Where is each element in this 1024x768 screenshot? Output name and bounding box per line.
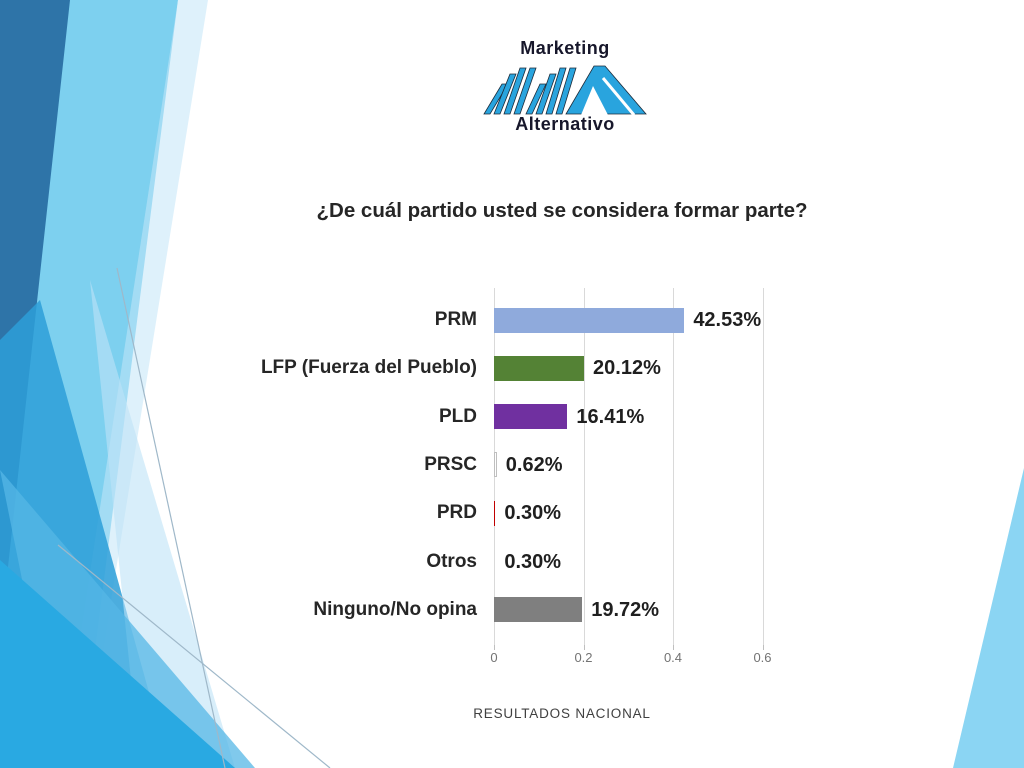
category-label: Otros <box>426 550 477 572</box>
bar-value-label: 0.30% <box>504 502 562 525</box>
axis-tick-mark <box>673 645 674 650</box>
chart-gridline <box>673 288 674 645</box>
bar-value-label: 20.12% <box>593 357 661 380</box>
axis-tick-mark <box>494 645 495 650</box>
bar <box>494 452 497 478</box>
category-label: Ninguno/No opina <box>313 598 477 620</box>
bar-value-label: 0.30% <box>504 550 562 573</box>
bar <box>494 549 496 574</box>
x-axis-tick-label: 0.4 <box>663 650 683 665</box>
x-axis-tick-label: 0.6 <box>753 650 772 665</box>
category-label: PRD <box>436 502 477 524</box>
ma-logo-mark-icon <box>483 65 647 116</box>
x-axis-tick-label: 0 <box>490 650 498 665</box>
axis-tick-mark <box>762 645 764 650</box>
category-label: LFP (Fuerza del Pueblo) <box>260 357 477 379</box>
axis-tick-mark <box>583 645 585 650</box>
chart-gridline <box>583 288 585 645</box>
right-accent-shape <box>953 468 1024 768</box>
bar-value-label: 42.53% <box>693 309 762 331</box>
bar-value-label: 19.72% <box>591 598 660 621</box>
logo: Marketing Alternativo <box>430 36 700 146</box>
bar <box>494 500 496 526</box>
bar <box>494 597 583 623</box>
x-axis-tick-label: 0.2 <box>574 650 593 665</box>
category-label: PRSC <box>424 453 477 475</box>
bar <box>494 307 685 333</box>
bar-value-label: 16.41% <box>576 405 645 428</box>
footer-caption: RESULTADOS NACIONAL <box>473 706 651 721</box>
chart-gridline <box>762 288 764 645</box>
logo-bottom-text: Alternativo <box>515 114 615 134</box>
category-label: PLD <box>439 405 477 427</box>
bar-value-label: 0.62% <box>505 453 563 476</box>
bar <box>494 404 568 430</box>
category-label: PRM <box>434 309 477 330</box>
bar <box>494 355 585 381</box>
left-accent-shapes <box>0 0 331 768</box>
logo-top-text: Marketing <box>520 38 610 58</box>
page-title: ¿De cuál partido usted se considera form… <box>316 199 808 222</box>
